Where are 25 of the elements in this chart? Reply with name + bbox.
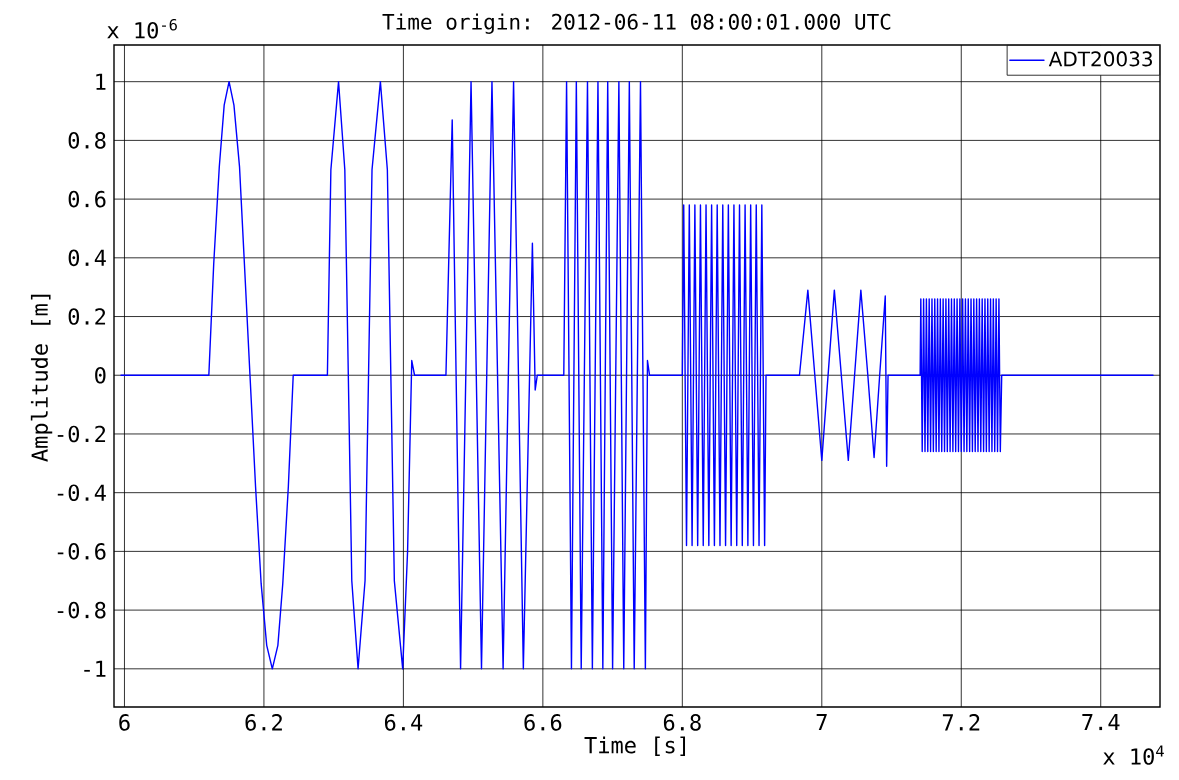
chart-title: Time origin: 2012-06-11 08:00:01.000 UTC [382, 13, 891, 34]
legend-label: ADT20033 [1048, 51, 1152, 67]
y-tick-label: -0.2 [57, 425, 106, 443]
text: x 10$^{4}$ [1103, 745, 1164, 765]
x-tick-label: 6.2 [245, 714, 282, 731]
y-tick-label: 0 [95, 366, 106, 384]
x-tick-label: 6.8 [663, 714, 701, 731]
y-tick-label: 0.4 [68, 249, 106, 267]
y-tick-label: -0.8 [57, 601, 106, 619]
text: x 10$^{-6}$ [107, 18, 177, 39]
x-tick-label: 6 [119, 714, 130, 731]
y-tick-label: 0.8 [68, 132, 106, 149]
y-tick-label: 1 [96, 73, 106, 90]
x-tick-label: 6.6 [524, 714, 562, 731]
x-tick-label: 6.4 [384, 714, 423, 731]
y-axis-title: Amplitude [m] [30, 294, 53, 462]
x-axis-title: Time [s] [584, 736, 686, 757]
y-tick-label: 0.6 [68, 190, 106, 208]
x-tick-label: 7.4 [1082, 714, 1120, 731]
x-tick-label: 7.2 [942, 714, 980, 731]
y-tick-label: -0.4 [57, 484, 106, 501]
y-tick-label: -1 [84, 660, 106, 677]
x-tick-label: 7 [816, 714, 827, 731]
y-tick-label: -0.6 [57, 543, 106, 560]
y-tick-label: 0.2 [68, 308, 106, 325]
